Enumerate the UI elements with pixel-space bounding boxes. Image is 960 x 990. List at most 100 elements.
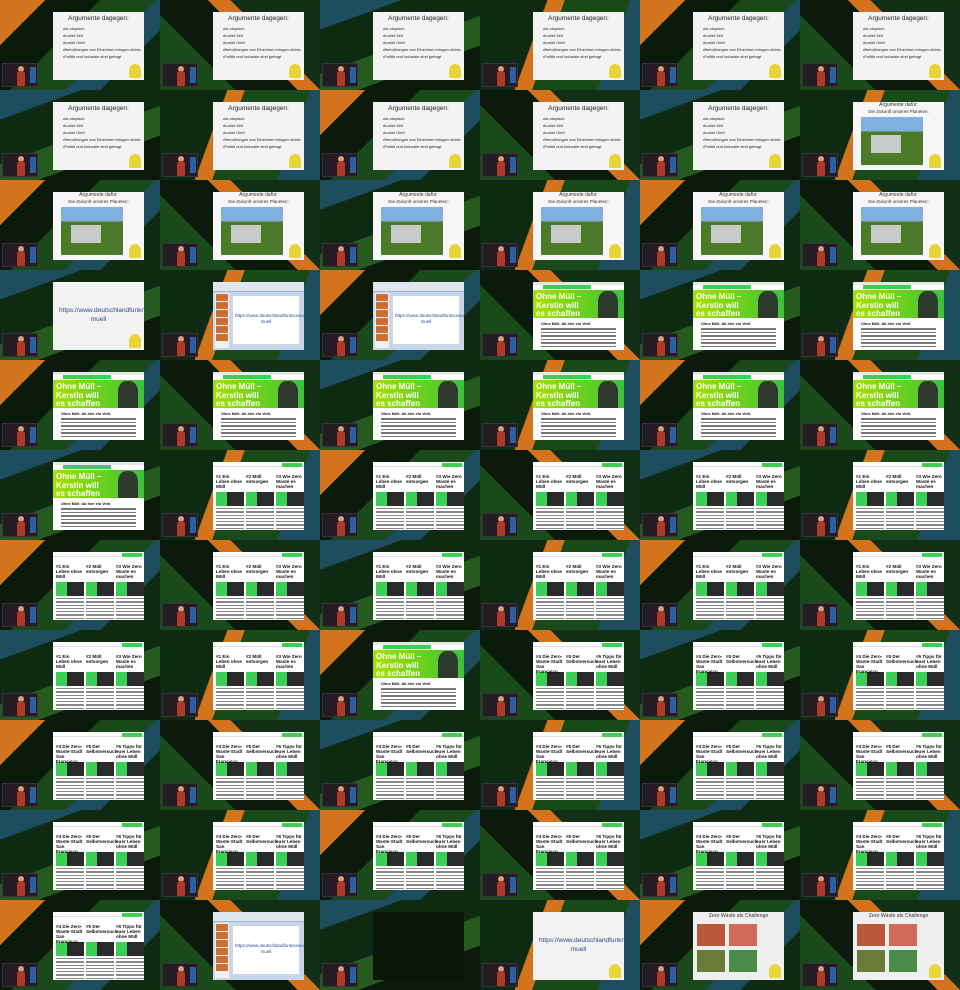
- thumbnail[interactable]: https://www.deutschlandfunknova.de/ohne-…: [160, 900, 320, 990]
- thumbnail[interactable]: #4 Die Zero-Waste-Stadt San Francisco #5 …: [160, 720, 320, 810]
- article-title: #2 Müll entsorgen: [726, 564, 749, 574]
- thumbnail[interactable]: #4 Die Zero-Waste-Stadt San Francisco #5 …: [0, 810, 160, 900]
- thumbnail[interactable]: Argumente dagegen:ist utopischkostet Zei…: [320, 90, 480, 180]
- thumbnail[interactable]: Ohne Müll – Kerstin will es schaffen Ohne…: [160, 360, 320, 450]
- text-line: [246, 881, 274, 883]
- slide-art_a: #1 Ein Leben ohne Müll #2 Müll entsorgen #…: [373, 462, 464, 530]
- thumbnail[interactable]: #4 Die Zero-Waste-Stadt San Francisco #5 …: [480, 810, 640, 900]
- thumbnail[interactable]: #1 Ein Leben ohne Müll #2 Müll entsorgen #…: [160, 540, 320, 630]
- thumbnail[interactable]: #1 Ein Leben ohne Müll #2 Müll entsorgen #…: [480, 540, 640, 630]
- thumbnail[interactable]: Ohne Müll – Kerstin will es schaffen Ohne…: [640, 360, 800, 450]
- thumbnail[interactable]: #4 Die Zero-Waste-Stadt San Francisco #5 …: [480, 630, 640, 720]
- thumbnail[interactable]: Argumente dafür: Die Zukunft unseres Plan…: [640, 180, 800, 270]
- thumbnail[interactable]: Argumente dagegen:ist utopischkostet Zei…: [480, 0, 640, 90]
- thumbnail[interactable]: #1 Ein Leben ohne Müll #2 Müll entsorgen #…: [320, 540, 480, 630]
- thumbnail[interactable]: #4 Die Zero-Waste-Stadt San Francisco #5 …: [640, 810, 800, 900]
- text-line: [86, 694, 114, 696]
- thumbnail[interactable]: #4 Die Zero-Waste-Stadt San Francisco #5 …: [800, 810, 960, 900]
- thumbnail[interactable]: https://www.deutschlandfunknova.de/ohne-…: [320, 270, 480, 360]
- thumbnail[interactable]: Argumente dagegen:ist utopischkostet Zei…: [160, 90, 320, 180]
- thumbnail[interactable]: #1 Ein Leben ohne Müll #2 Müll entsorgen #…: [640, 450, 800, 540]
- thumbnail[interactable]: [320, 900, 480, 990]
- thumbnail[interactable]: Zero Waste als Challenge: [800, 900, 960, 990]
- text-line: [216, 871, 244, 873]
- slide-list: Argumente dagegen:ist utopischkostet Zei…: [693, 12, 784, 80]
- slide-title: Argumente dagegen:: [548, 105, 609, 112]
- thumbnail[interactable]: https://www.deutschlandfunknova.de/ohne-…: [160, 270, 320, 360]
- thumbnail[interactable]: #1 Ein Leben ohne Müll #2 Müll entsorgen #…: [0, 540, 160, 630]
- thumbnail[interactable]: Ohne Müll – Kerstin will es schaffen Ohne…: [800, 270, 960, 360]
- thumbnail[interactable]: Ohne Müll – Kerstin will es schaffen Ohne…: [640, 270, 800, 360]
- thumbnail[interactable]: Argumente dafür: Die Zukunft unseres Plan…: [160, 180, 320, 270]
- thumbnail[interactable]: Ohne Müll – Kerstin will es schaffen Ohne…: [0, 450, 160, 540]
- thumbnail[interactable]: #4 Die Zero-Waste-Stadt San Francisco #5 …: [320, 810, 480, 900]
- text-line: [696, 614, 724, 616]
- thumbnail[interactable]: #1 Ein Leben ohne Müll #2 Müll entsorgen #…: [160, 630, 320, 720]
- speaker-camera: [2, 243, 38, 267]
- thumbnail[interactable]: #4 Die Zero-Waste-Stadt San Francisco #5 …: [640, 720, 800, 810]
- thumbnail[interactable]: #1 Ein Leben ohne Müll #2 Müll entsorgen #…: [800, 450, 960, 540]
- thumbnail[interactable]: #1 Ein Leben ohne Müll #2 Müll entsorgen #…: [160, 450, 320, 540]
- thumbnail[interactable]: Argumente dafür: Die Zukunft unseres Plan…: [480, 180, 640, 270]
- thumbnail[interactable]: Ohne Müll – Kerstin will es schaffen Ohne…: [320, 630, 480, 720]
- thumbnail[interactable]: Ohne Müll – Kerstin will es schaffen Ohne…: [320, 360, 480, 450]
- thumbnail[interactable]: #1 Ein Leben ohne Müll #2 Müll entsorgen #…: [640, 540, 800, 630]
- thumbnail[interactable]: #1 Ein Leben ohne Müll #2 Müll entsorgen #…: [800, 540, 960, 630]
- thumbnail[interactable]: Argumente dagegen:ist utopischkostet Zei…: [160, 0, 320, 90]
- bullet-item: ist utopisch: [63, 25, 140, 32]
- text-line: [916, 617, 944, 620]
- text-line: [756, 604, 784, 606]
- text-line: [116, 871, 144, 873]
- slide-art_a: #1 Ein Leben ohne Müll #2 Müll entsorgen #…: [693, 462, 784, 530]
- text-line: [756, 701, 784, 703]
- thumbnail[interactable]: Argumente dagegen:ist utopischkostet Zei…: [0, 0, 160, 90]
- stage-light: [30, 697, 36, 713]
- thumbnail[interactable]: Argumente dafür: Die Zukunft unseres Plan…: [800, 180, 960, 270]
- thumbnail[interactable]: Argumente dafür: Die Zukunft unseres Plan…: [0, 180, 160, 270]
- hero-portrait: [438, 381, 458, 408]
- ppt-slide-thumb: [376, 326, 388, 333]
- thumbnail[interactable]: Argumente dagegen:ist utopischkostet Zei…: [800, 0, 960, 90]
- thumbnail[interactable]: Argumente dagegen:ist utopischkostet Zei…: [0, 90, 160, 180]
- thumbnail[interactable]: #4 Die Zero-Waste-Stadt San Francisco #5 …: [0, 720, 160, 810]
- thumbnail[interactable]: #4 Die Zero-Waste-Stadt San Francisco #5 …: [320, 720, 480, 810]
- thumbnail[interactable]: Argumente dagegen:ist utopischkostet Zei…: [480, 90, 640, 180]
- browser-nav: [373, 822, 464, 827]
- thumbnail[interactable]: Argumente dagegen:ist utopischkostet Zei…: [640, 0, 800, 90]
- thumbnail[interactable]: #4 Die Zero-Waste-Stadt San Francisco #5 …: [0, 900, 160, 990]
- thumbnail[interactable]: Argumente dagegen:ist utopischkostet Zei…: [320, 0, 480, 90]
- slide-title: Argumente dagegen:: [868, 15, 929, 22]
- thumbnail[interactable]: Ohne Müll – Kerstin will es schaffen Ohne…: [480, 360, 640, 450]
- thumbnail[interactable]: Argumente dafür: Die Zukunft unseres Plan…: [320, 180, 480, 270]
- text-line: [276, 508, 304, 510]
- thumbnail[interactable]: Argumente dagegen:ist utopischkostet Zei…: [640, 90, 800, 180]
- thumbnail[interactable]: Argumente dafür: Die Zukunft unseres Plan…: [800, 90, 960, 180]
- article-title: #1 Ein Leben ohne Müll: [216, 474, 242, 489]
- text-line: [726, 781, 754, 783]
- thumbnail[interactable]: #4 Die Zero-Waste-Stadt San Francisco #5 …: [800, 720, 960, 810]
- stage-light: [30, 337, 36, 353]
- thumbnail[interactable]: Ohne Müll – Kerstin will es schaffen Ohne…: [800, 360, 960, 450]
- thumbnail[interactable]: #4 Die Zero-Waste-Stadt San Francisco #5 …: [160, 810, 320, 900]
- text-line: [56, 617, 84, 620]
- thumbnail[interactable]: #4 Die Zero-Waste-Stadt San Francisco #5 …: [480, 720, 640, 810]
- article-title: #6 Tipps für euer Leben ohne Müll: [756, 744, 782, 759]
- thumbnail[interactable]: #1 Ein Leben ohne Müll #2 Müll entsorgen #…: [0, 630, 160, 720]
- thumbnail[interactable]: Ohne Müll – Kerstin will es schaffen Ohne…: [480, 270, 640, 360]
- thumbnail[interactable]: Ohne Müll – Kerstin will es schaffen Ohne…: [0, 360, 160, 450]
- thumbnail[interactable]: #1 Ein Leben ohne Müll #2 Müll entsorgen #…: [480, 450, 640, 540]
- avatar-icon: [609, 964, 621, 978]
- text-line: [116, 971, 144, 973]
- thumbnail[interactable]: #4 Die Zero-Waste-Stadt San Francisco #5 …: [800, 630, 960, 720]
- text-line: [376, 601, 404, 603]
- thumbnail[interactable]: https://www.deutschlandfunknova.de/ohne-…: [0, 270, 160, 360]
- thumbnail[interactable]: #4 Die Zero-Waste-Stadt San Francisco #5 …: [640, 630, 800, 720]
- thumbnail[interactable]: Zero Waste als Challenge: [640, 900, 800, 990]
- text-line: [61, 425, 136, 427]
- text-line: [541, 338, 616, 340]
- text-line: [726, 607, 754, 610]
- text-line: [541, 418, 616, 420]
- thumbnail[interactable]: #1 Ein Leben ohne Müll #2 Müll entsorgen #…: [320, 450, 480, 540]
- thumbnail[interactable]: https://www.deutschlandfunknova.de/ohne-…: [480, 900, 640, 990]
- bullet-item: ist utopisch: [223, 115, 300, 122]
